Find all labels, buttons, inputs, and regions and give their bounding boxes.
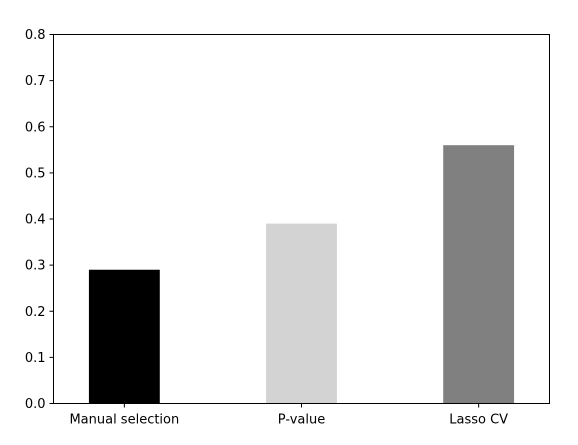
x-tick-label: Manual selection (69, 413, 179, 428)
y-tick-label: 0.2 (25, 305, 46, 320)
y-tick-label: 0.8 (25, 28, 46, 43)
x-tick-label: Lasso CV (449, 413, 508, 428)
y-tick-label: 0.3 (25, 259, 46, 274)
x-axis: Manual selection P-value Lasso CV (69, 403, 508, 428)
plot-frame (53, 34, 550, 404)
bar-p-value (266, 223, 337, 404)
bar-manual-selection (88, 269, 160, 404)
y-tick-label: 0.0 (25, 397, 46, 412)
y-tick-label: 0.1 (25, 351, 46, 366)
y-axis: 0.0 0.1 0.2 0.3 0.4 0.5 0.6 0.7 0.8 (25, 28, 54, 412)
y-tick-label: 0.6 (25, 120, 46, 135)
y-tick-label: 0.4 (25, 213, 46, 228)
x-tick-label: P-value (278, 413, 325, 428)
y-tick-label: 0.5 (25, 166, 46, 181)
y-tick-label: 0.7 (25, 74, 46, 89)
bars-group (88, 145, 515, 404)
bar-lasso-cv (443, 145, 515, 404)
